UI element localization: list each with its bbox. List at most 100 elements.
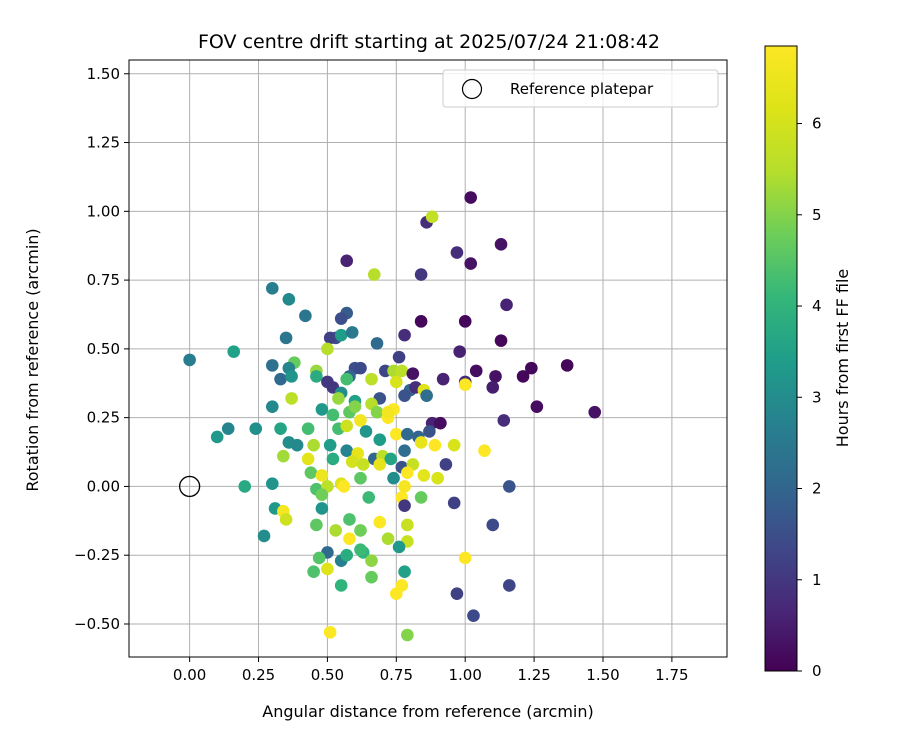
data-point — [365, 554, 378, 568]
x-tick-label: 0.75 — [380, 666, 413, 684]
data-point — [401, 427, 414, 441]
grid-lines — [129, 60, 727, 657]
data-point — [392, 540, 406, 554]
data-point — [348, 400, 362, 413]
legend-reference-marker — [461, 78, 483, 100]
data-point — [464, 257, 478, 270]
data-point — [381, 405, 395, 419]
data-point — [398, 565, 411, 579]
data-point — [436, 372, 450, 386]
data-point — [301, 422, 315, 435]
data-point — [354, 361, 367, 375]
data-point — [285, 370, 298, 383]
data-point — [398, 444, 411, 457]
data-point — [486, 381, 500, 394]
data-point — [450, 246, 464, 259]
data-point — [340, 372, 354, 386]
data-point — [301, 452, 315, 466]
data-point — [334, 328, 348, 342]
data-point — [183, 353, 196, 367]
data-point — [345, 326, 359, 339]
y-tick-label: 1.50 — [87, 65, 120, 83]
axis-ticks: 0.00 0.25 0.50 0.75 1.00 1.25 1.50 1.75 −0.50 −0.… — [74, 65, 689, 684]
data-point — [265, 282, 279, 295]
data-point — [340, 419, 354, 433]
data-point — [414, 268, 428, 281]
data-point — [525, 361, 538, 375]
colorbar-tick-label: 4 — [812, 297, 822, 315]
legend: Reference platepar — [442, 69, 719, 108]
data-point — [406, 367, 420, 380]
data-point — [497, 414, 511, 427]
data-point — [340, 254, 354, 268]
data-point — [354, 524, 367, 537]
reference-platepar-marker — [178, 475, 201, 498]
data-point — [384, 452, 398, 466]
data-point — [401, 628, 414, 642]
data-point — [315, 403, 329, 416]
data-point — [439, 458, 453, 471]
data-point — [279, 331, 293, 345]
data-point — [345, 455, 359, 468]
data-point — [337, 480, 351, 493]
data-point — [279, 513, 293, 526]
data-point — [500, 298, 513, 312]
data-point — [458, 315, 472, 328]
data-point — [315, 488, 329, 501]
data-point — [417, 469, 431, 482]
data-point — [478, 444, 491, 457]
data-point — [401, 518, 414, 532]
data-point — [502, 480, 516, 493]
data-point — [265, 400, 279, 413]
data-point — [458, 551, 472, 565]
data-point — [210, 430, 224, 444]
y-tick-label: 1.00 — [87, 202, 120, 220]
data-point — [494, 238, 508, 251]
colorbar-tick-label: 6 — [812, 115, 822, 133]
x-tick-label: 1.00 — [448, 666, 481, 684]
data-point — [365, 570, 378, 584]
data-point — [304, 466, 318, 479]
data-point — [447, 496, 461, 510]
data-point — [299, 309, 312, 323]
data-point — [434, 416, 447, 430]
data-point — [323, 625, 337, 639]
x-tick-label: 0.25 — [242, 666, 275, 684]
y-tick-label: 0.25 — [87, 409, 120, 427]
data-point — [307, 565, 320, 579]
data-point — [238, 480, 252, 493]
data-point — [354, 471, 367, 485]
x-tick-label: 0.00 — [173, 666, 206, 684]
data-point — [285, 392, 298, 405]
colorbar-tick-label: 1 — [812, 571, 822, 589]
data-point — [458, 378, 472, 391]
x-tick-label: 1.25 — [517, 666, 550, 684]
data-point — [390, 587, 403, 601]
y-tick-label: −0.25 — [74, 546, 120, 564]
data-point — [315, 502, 329, 515]
data-point — [414, 491, 428, 504]
data-point — [398, 499, 411, 512]
data-point — [423, 425, 436, 438]
colorbar-label: Hours from first FF file — [833, 269, 852, 448]
data-point — [367, 268, 381, 281]
data-point — [265, 359, 279, 372]
chart-title: FOV centre drift starting at 2025/07/24 … — [198, 31, 660, 53]
data-point — [334, 579, 348, 592]
data-point — [329, 524, 342, 537]
data-point — [428, 438, 442, 452]
data-point — [398, 480, 411, 493]
colorbar-tick-label: 0 — [812, 662, 822, 680]
data-points — [183, 191, 602, 642]
data-point — [326, 452, 340, 466]
data-point — [450, 587, 464, 601]
data-point — [502, 579, 516, 592]
data-point — [265, 477, 279, 490]
data-point — [310, 370, 323, 383]
data-point — [315, 469, 329, 482]
data-point — [354, 543, 367, 557]
data-point — [390, 427, 403, 441]
data-point — [343, 513, 356, 526]
data-point — [359, 425, 373, 438]
data-point — [373, 515, 387, 529]
